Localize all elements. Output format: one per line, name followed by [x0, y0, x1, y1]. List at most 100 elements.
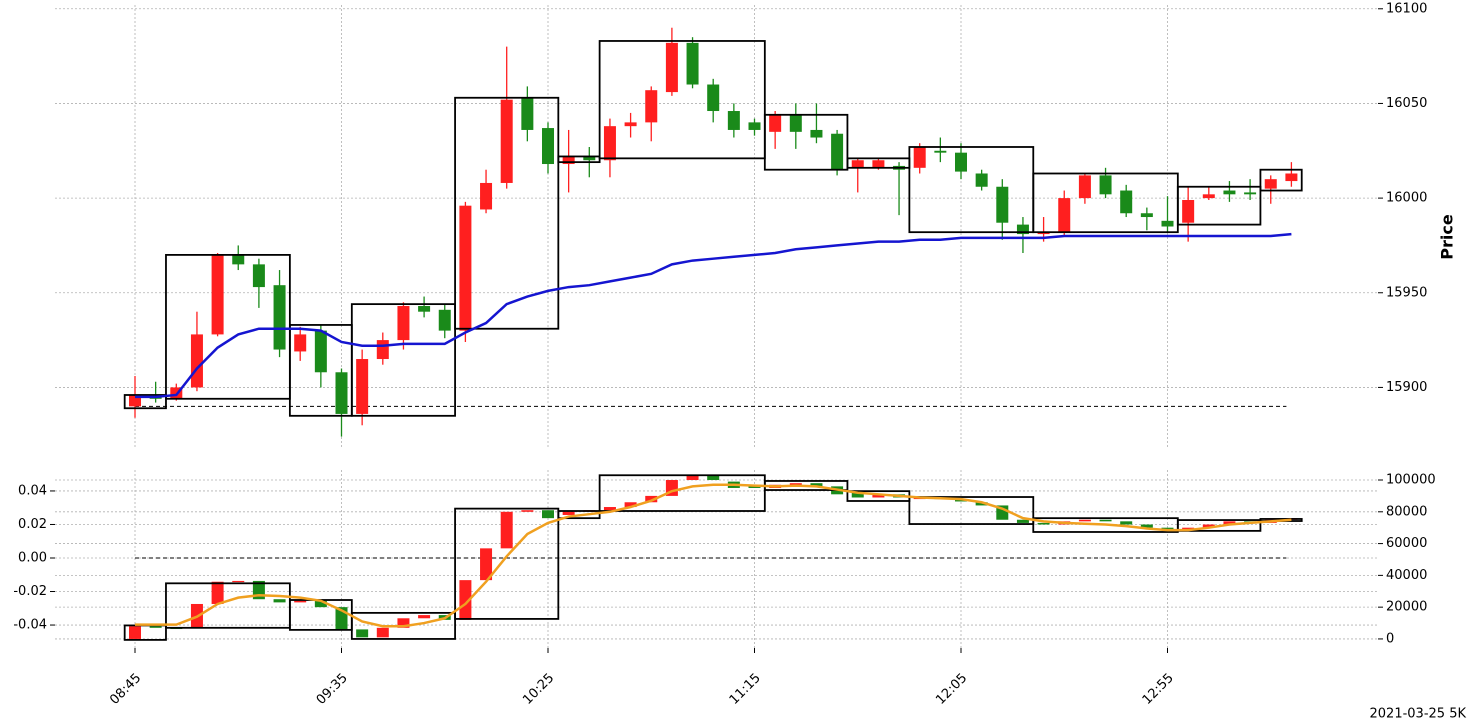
candle-body: [129, 394, 141, 407]
candle-body: [1202, 524, 1215, 528]
candle-body: [500, 99, 513, 183]
range-box: [598, 40, 766, 160]
candle-body: [645, 90, 658, 123]
y-tick-label: 16000: [1386, 191, 1427, 206]
candle-body: [418, 615, 431, 619]
y-tick-label: 0.00: [18, 550, 47, 565]
candle-body: [1078, 519, 1091, 522]
x-tick-label: 12:05: [933, 671, 970, 708]
range-box: [1176, 185, 1262, 226]
range-box: [350, 303, 456, 417]
candle-body: [480, 182, 493, 210]
y2-tick-label: 100000: [1386, 473, 1436, 488]
candle-body: [810, 129, 823, 138]
candle-body: [603, 126, 616, 161]
candle-body: [211, 581, 224, 604]
candle-body: [810, 483, 823, 487]
candle-body: [211, 254, 224, 335]
candle-body: [955, 152, 967, 172]
candle-body: [727, 111, 740, 130]
candle-body: [583, 156, 596, 161]
y-tick-label: 16050: [1386, 96, 1427, 111]
indicator-line: [135, 232, 1292, 399]
candle-body: [521, 97, 534, 130]
candle-body: [769, 114, 782, 132]
y-axis-label: Price: [1438, 214, 1457, 260]
range-box: [454, 507, 560, 620]
candle-body: [1182, 527, 1195, 530]
x-tick-label: 11:15: [727, 671, 764, 708]
range-box: [165, 253, 291, 400]
candle-body: [1285, 173, 1298, 182]
candle-body: [314, 330, 327, 373]
x-tick-label: 09:35: [314, 671, 351, 708]
candle-body: [996, 186, 1009, 223]
candle-body: [397, 618, 410, 628]
candle-body: [376, 340, 389, 360]
candle-body: [376, 627, 389, 638]
candle-body: [624, 502, 637, 508]
range-box: [123, 394, 167, 410]
candle-body: [789, 114, 802, 132]
x-tick-label: 08:45: [107, 671, 144, 708]
candle-body: [872, 160, 885, 168]
y-tick-label: 16100: [1386, 1, 1427, 16]
candle-body: [707, 475, 720, 481]
x-tick-label: 12:55: [1140, 671, 1177, 708]
candle-body: [851, 160, 864, 168]
candle-body: [748, 486, 761, 488]
candle-body: [562, 156, 575, 165]
range-box: [763, 113, 849, 171]
candle-body: [707, 84, 720, 112]
candle-body: [1140, 213, 1153, 218]
y2-tick-label: 0: [1386, 631, 1394, 646]
candle-body: [418, 306, 431, 312]
candle-body: [645, 495, 658, 503]
range-box: [454, 96, 560, 330]
candle-body: [397, 306, 410, 341]
candle-body: [356, 359, 369, 414]
candle-body: [459, 580, 472, 620]
candle-body: [1016, 519, 1029, 523]
candle-body: [129, 626, 141, 639]
y-tick-label: 0.02: [18, 517, 47, 532]
candle-body: [1182, 199, 1195, 223]
candle-body: [273, 285, 286, 350]
candle-body: [686, 475, 699, 481]
candle-body: [459, 205, 472, 331]
range-box: [598, 474, 766, 512]
candle-body: [232, 254, 245, 265]
range-box: [1259, 168, 1303, 192]
range-box: [908, 146, 1035, 234]
y2-tick-label: 40000: [1386, 568, 1427, 583]
y-tick-label: 0.04: [18, 483, 47, 498]
candle-body: [975, 173, 988, 187]
candle-body: [1223, 190, 1236, 195]
candle-body: [1161, 527, 1174, 530]
y-tick-label: -0.02: [13, 584, 47, 599]
candle-body: [252, 264, 265, 288]
candle-body: [624, 122, 637, 127]
candle-body: [500, 511, 513, 549]
candle-body: [1099, 175, 1112, 195]
range-box: [1176, 519, 1262, 532]
candle-body: [480, 548, 493, 581]
indicator-line: [135, 483, 1292, 628]
y-tick-label: -0.04: [13, 618, 47, 633]
candle-body: [1120, 190, 1133, 214]
candle-body: [603, 507, 616, 511]
candle-body: [1223, 521, 1236, 525]
candle-body: [232, 580, 245, 583]
candle-body: [1244, 192, 1257, 195]
candle-body: [1264, 179, 1277, 189]
candle-body: [686, 42, 699, 85]
candle-body: [934, 150, 947, 153]
candle-body: [542, 510, 554, 519]
candle-body: [1140, 524, 1153, 528]
candle-body: [913, 146, 926, 168]
candle-body: [1078, 175, 1091, 199]
candle-body: [190, 334, 203, 388]
candle-body: [562, 511, 575, 515]
candle-body: [149, 626, 162, 628]
